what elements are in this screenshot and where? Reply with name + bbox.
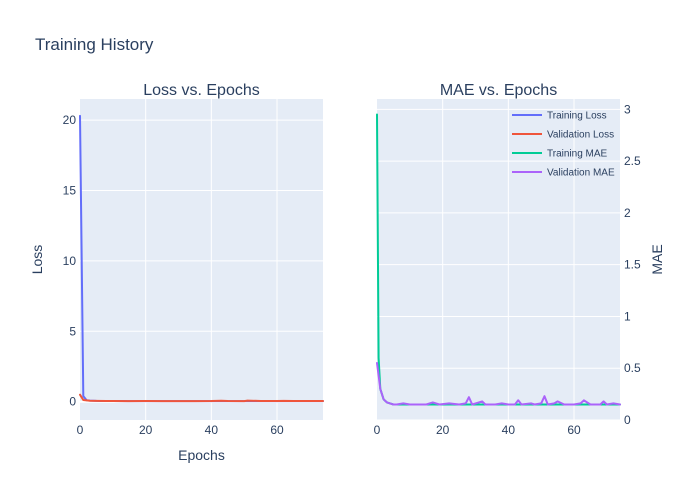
x-tick-label: 60	[270, 423, 284, 437]
subplot-1: 0 20 40 60 0 5 10 15 20 Loss vs. Epochs Epochs Loss	[29, 82, 324, 463]
series-line-validation-mae	[376, 362, 621, 406]
legend-label: Validation Loss	[547, 130, 614, 141]
x-tick-label: 20	[436, 423, 450, 437]
subplot-title: MAE vs. Epochs	[440, 82, 557, 99]
y-tick-label: 1.5	[624, 258, 641, 272]
series-line-validation-loss	[79, 393, 324, 403]
plot-area	[80, 99, 323, 420]
x-tick-label: 0	[77, 423, 84, 437]
legend-item: Training Loss	[512, 111, 607, 122]
legend-item: Training MAE	[512, 149, 608, 160]
legend: Training Loss Validation Loss Training MAE…	[512, 111, 615, 179]
y-tick-label: 0	[69, 395, 76, 409]
x-tick-label: 40	[502, 423, 516, 437]
plot-area	[377, 99, 620, 420]
legend-label: Training MAE	[547, 149, 608, 160]
y-axis-title: Loss	[29, 245, 45, 275]
figure-title: Training History	[35, 35, 154, 54]
legend-label: Training Loss	[547, 111, 607, 122]
y-tick-label: 0	[624, 413, 631, 427]
legend-label: Validation MAE	[547, 168, 615, 179]
x-tick-label: 0	[374, 423, 381, 437]
y-tick-label: 2.5	[624, 154, 641, 168]
subplot-2: 0 20 40 60 0 0.5 1 1.5 2 2.5 3 MAE vs. Epochs MAE	[374, 82, 665, 437]
y-tick-label: 20	[63, 113, 77, 127]
y-tick-label: 0.5	[624, 361, 641, 375]
y-tick-label: 15	[63, 184, 77, 198]
legend-item: Validation Loss	[512, 130, 614, 141]
y-tick-label: 2	[624, 206, 631, 220]
legend-item: Validation MAE	[512, 168, 615, 179]
y-tick-label: 3	[624, 102, 631, 116]
x-tick-label: 60	[567, 423, 581, 437]
subplot-title: Loss vs. Epochs	[143, 82, 260, 99]
y-axis-title: MAE	[649, 244, 665, 274]
y-tick-label: 5	[69, 324, 76, 338]
y-tick-label: 10	[63, 254, 77, 268]
x-axis-title: Epochs	[178, 447, 225, 463]
x-tick-label: 40	[205, 423, 219, 437]
x-tick-label: 20	[139, 423, 153, 437]
y-tick-label: 1	[624, 309, 631, 323]
